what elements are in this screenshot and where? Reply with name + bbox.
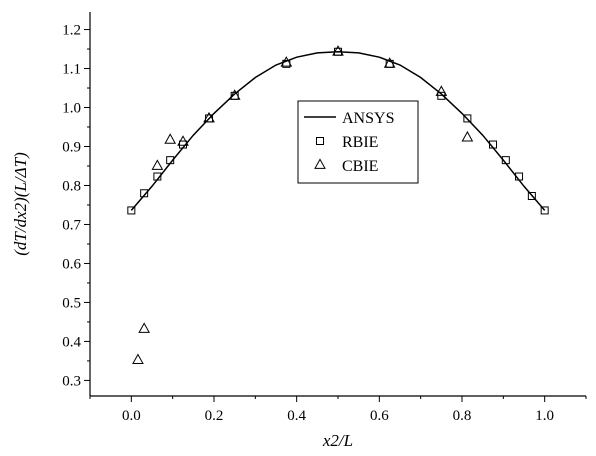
plot-area [127,45,549,365]
x-axis-title: x2/L [322,431,353,450]
axes [89,12,586,397]
legend-square-rbie [316,137,324,145]
data-point-cbie [164,133,177,144]
data-point-rbie [166,156,175,165]
y-tick-label: 0.3 [62,373,81,389]
y-tick-label: 1.1 [62,62,81,78]
legend-box [297,100,419,184]
ticks: 0.0 0.2 0.4 0.6 0.8 1.0 0.3 0.4 0.5 0.6 0.7 0.8 0.9 1… [62,23,587,424]
data-point-cbie [151,159,164,170]
data-point-rbie [527,192,536,201]
y-tick-label: 1.2 [62,23,81,39]
data-point-cbie [228,89,241,100]
y-tick-label: 0.7 [62,217,81,233]
y-tick-label: 0.4 [62,334,81,350]
data-point-cbie [332,45,344,56]
legend-label: ANSYS [342,110,394,127]
data-point-cbie [435,85,448,96]
data-point-cbie [138,322,150,333]
data-point-cbie [280,56,293,67]
x-tick-label: 1.0 [535,408,554,424]
data-point-rbie [179,140,187,149]
data-point-rbie [489,140,497,149]
y-tick-label: 0.6 [62,256,81,272]
legend-triangle-cbie [314,158,326,169]
x-tick-label: 0.4 [287,408,306,424]
data-point-rbie [540,206,549,215]
legend-label: RBIE [342,134,378,151]
x-tick-label: 0.8 [453,408,472,424]
data-point-cbie [132,353,144,365]
y-tick-label: 1.0 [62,101,81,117]
data-point-rbie [463,114,472,123]
data-point-rbie [140,189,149,198]
y-tick-label: 0.9 [62,139,81,155]
y-tick-label: 0.8 [62,178,81,194]
data-point-rbie [153,172,162,181]
y-axis-title: (dT/dx2)(L/ΔT) [11,152,30,256]
data-point-cbie [383,57,396,68]
series-line-ansys [130,51,546,211]
legend-label: CBIE [342,158,378,175]
x-tick-label: 0.2 [205,408,224,424]
data-point-rbie [501,156,510,165]
y-tick-label: 0.5 [62,295,81,311]
data-point-rbie [515,172,524,181]
x-tick-label: 0.6 [370,408,389,424]
data-point-cbie [461,130,474,142]
legend: ANSYS RBIE CBIE [297,100,419,184]
x-tick-label: 0.0 [122,408,141,424]
data-point-cbie [177,135,189,146]
data-point-rbie [127,206,136,215]
data-point-cbie [203,111,215,123]
